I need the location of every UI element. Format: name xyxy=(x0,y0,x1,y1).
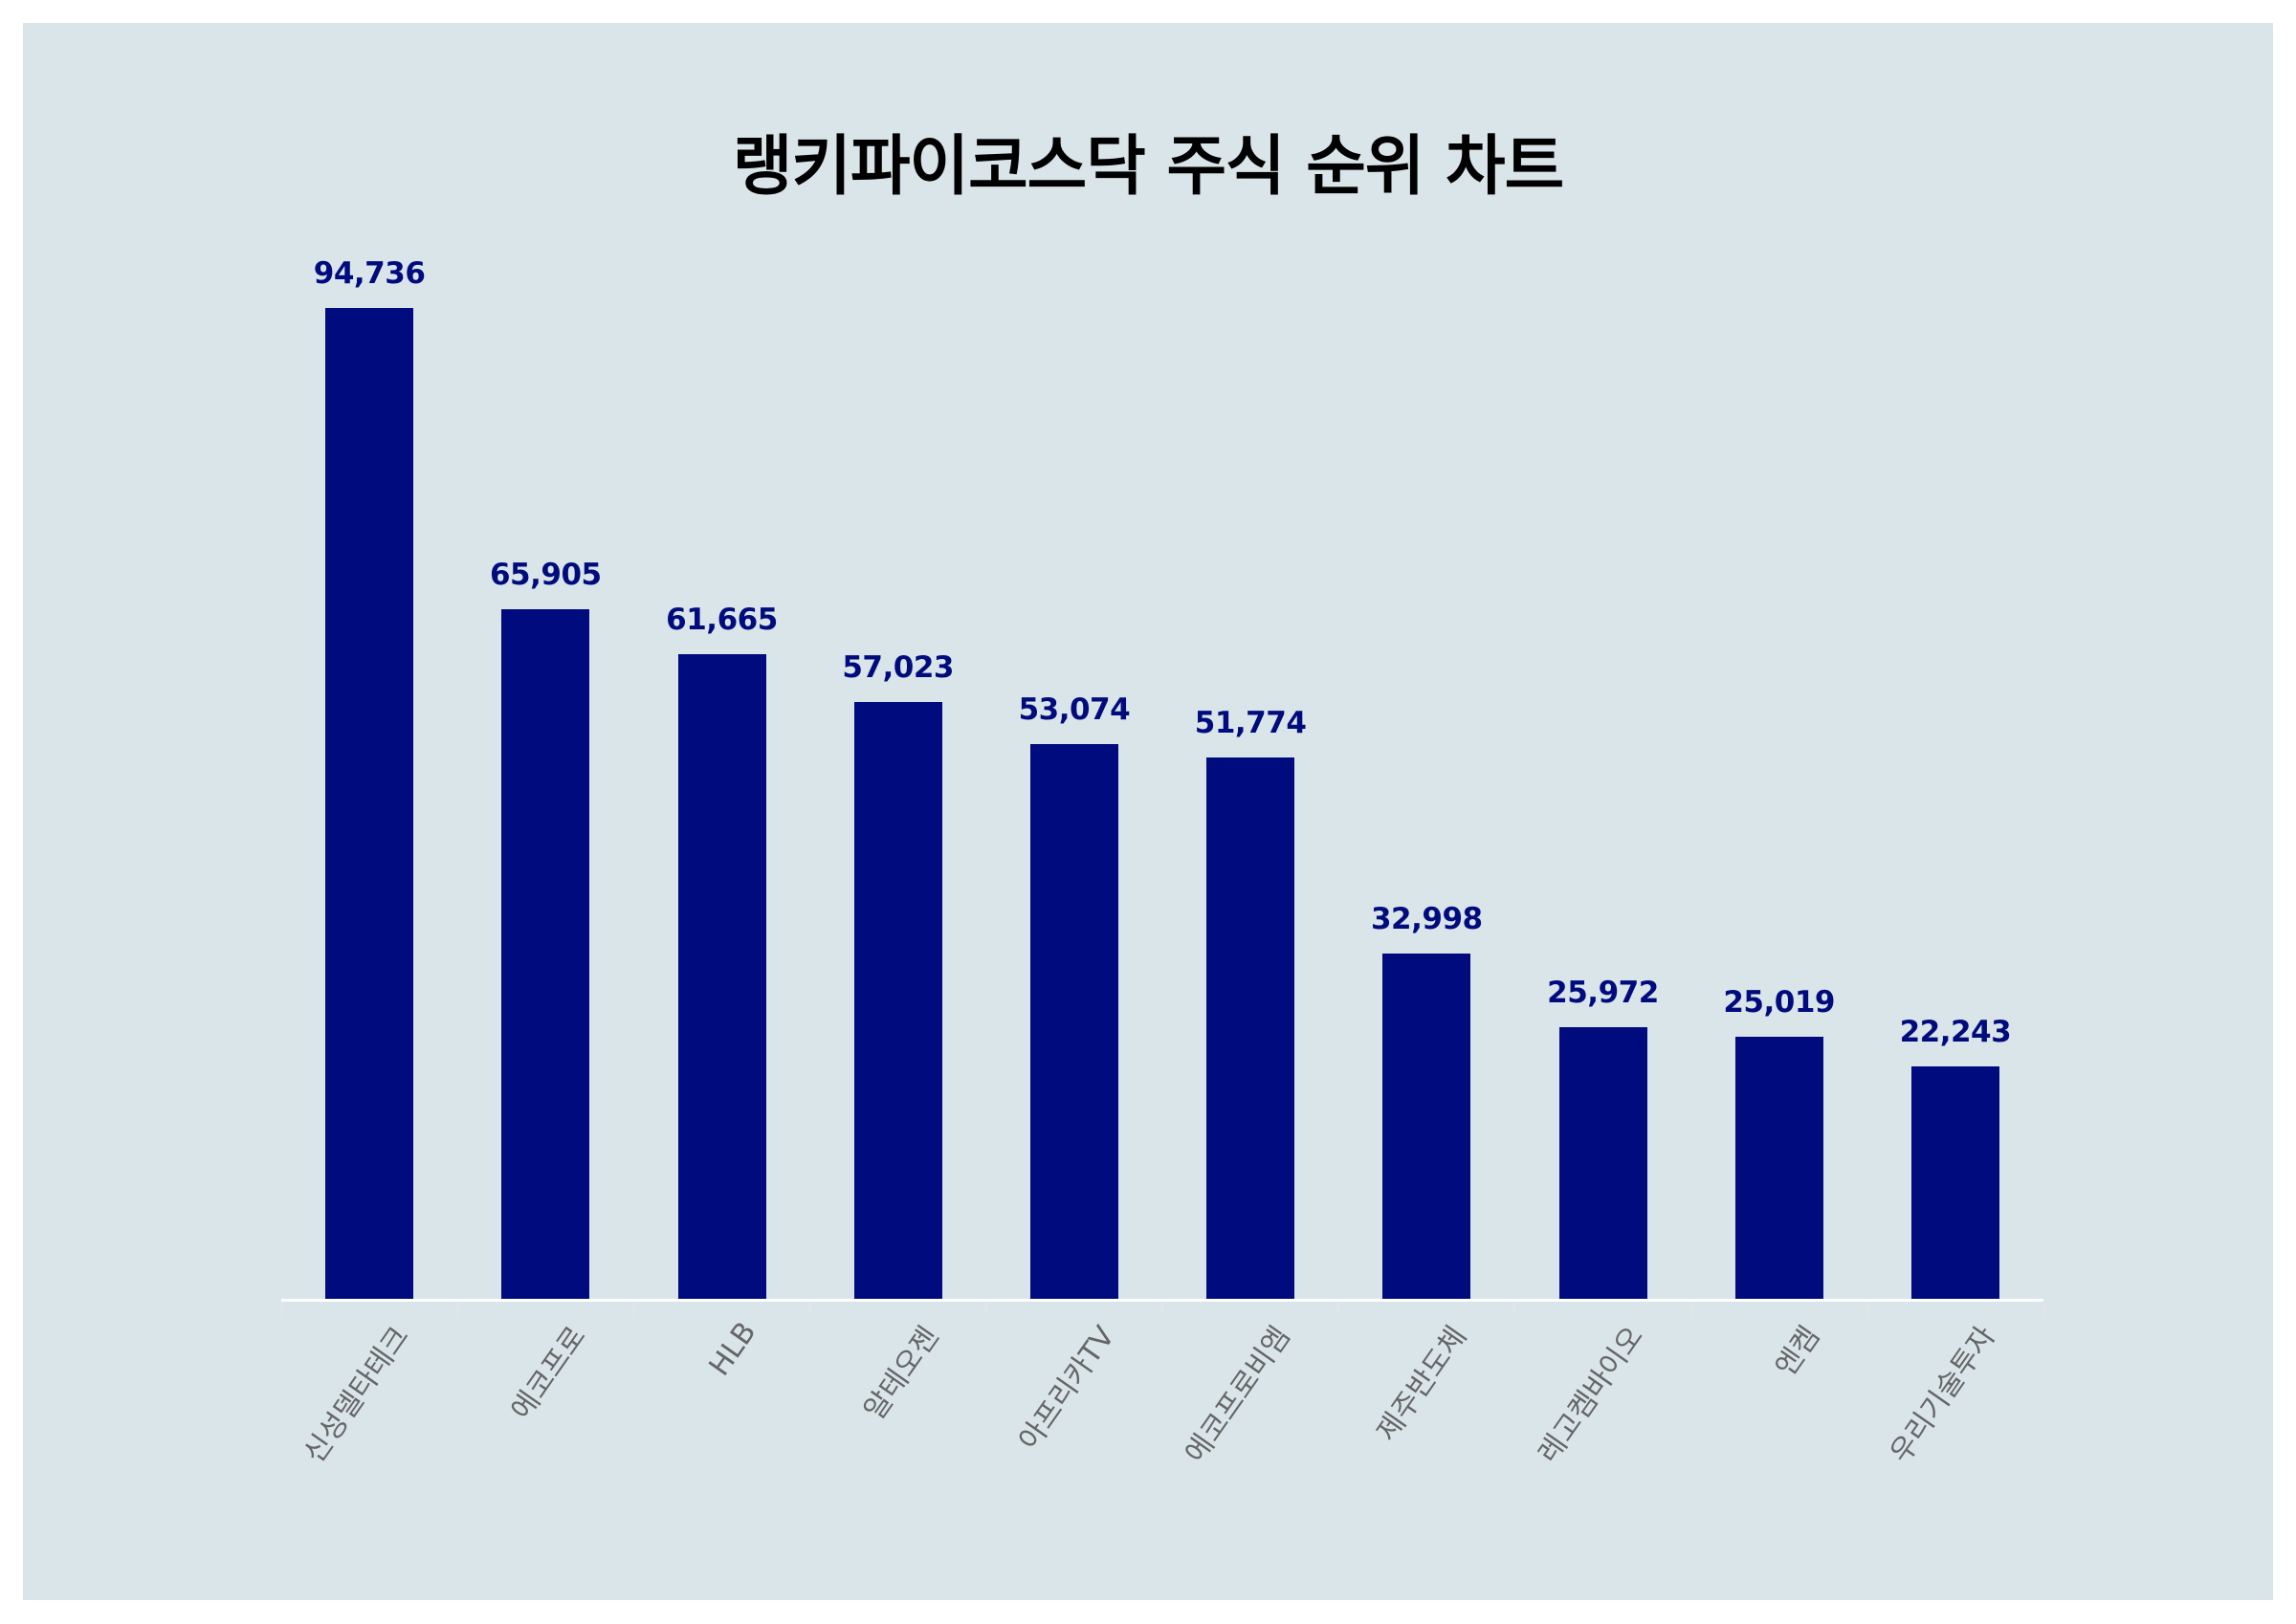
x-axis-label: 우리기술투자 xyxy=(1884,1320,2002,1470)
bar[interactable] xyxy=(1206,757,1295,1299)
bar[interactable] xyxy=(1910,1066,1999,1299)
bar[interactable] xyxy=(325,308,414,1299)
x-axis-tick xyxy=(984,1302,987,1317)
x-axis-label: 에코프로 xyxy=(504,1320,593,1427)
bar-value-label: 53,074 xyxy=(1018,692,1131,727)
x-axis-tick xyxy=(632,1302,635,1317)
bar[interactable] xyxy=(1558,1027,1647,1299)
x-axis-tick xyxy=(1337,1302,1340,1317)
bar-value-label: 22,243 xyxy=(1899,1015,2012,1049)
bar-value-label: 25,019 xyxy=(1723,985,1835,1020)
bar[interactable] xyxy=(853,702,942,1299)
x-axis-label: 레고켐바이오 xyxy=(1531,1320,1650,1470)
x-axis-tick xyxy=(1689,1302,1692,1317)
bar-value-label: 61,665 xyxy=(666,603,778,637)
bar[interactable] xyxy=(677,654,766,1299)
chart-title: 랭키파이코스닥 주식 순위 차트 xyxy=(732,129,1564,205)
x-axis-tick xyxy=(1161,1302,1163,1317)
bar-value-label: 25,972 xyxy=(1547,976,1659,1010)
bar[interactable] xyxy=(1029,744,1118,1299)
x-axis-label: 아프리카TV xyxy=(1012,1320,1122,1457)
x-axis-tick xyxy=(1513,1302,1516,1317)
x-axis-label: 에코프로비엠 xyxy=(1179,1320,1297,1470)
x-axis-tick xyxy=(808,1302,811,1317)
bar-value-label: 51,774 xyxy=(1194,706,1307,740)
x-axis-tick xyxy=(280,1302,282,1317)
bar[interactable] xyxy=(501,609,590,1299)
x-axis-tick xyxy=(456,1302,459,1317)
bar-value-label: 32,998 xyxy=(1370,902,1483,936)
bar[interactable] xyxy=(1382,954,1471,1299)
x-axis-label: 엔켐 xyxy=(1768,1320,1827,1383)
x-axis-label: 제주반도체 xyxy=(1370,1320,1474,1448)
x-axis-label: 알테오젠 xyxy=(857,1320,946,1427)
x-axis-tick xyxy=(1866,1302,1868,1317)
x-axis-line xyxy=(281,1299,2043,1302)
bar-value-label: 65,905 xyxy=(489,558,602,592)
bar[interactable] xyxy=(1734,1037,1823,1299)
x-axis-label: HLB xyxy=(702,1316,763,1383)
bar-value-label: 57,023 xyxy=(842,650,954,685)
x-axis-label: 신성델타테크 xyxy=(298,1320,416,1470)
x-axis-tick xyxy=(2042,1302,2044,1317)
bar-value-label: 94,736 xyxy=(313,256,426,291)
